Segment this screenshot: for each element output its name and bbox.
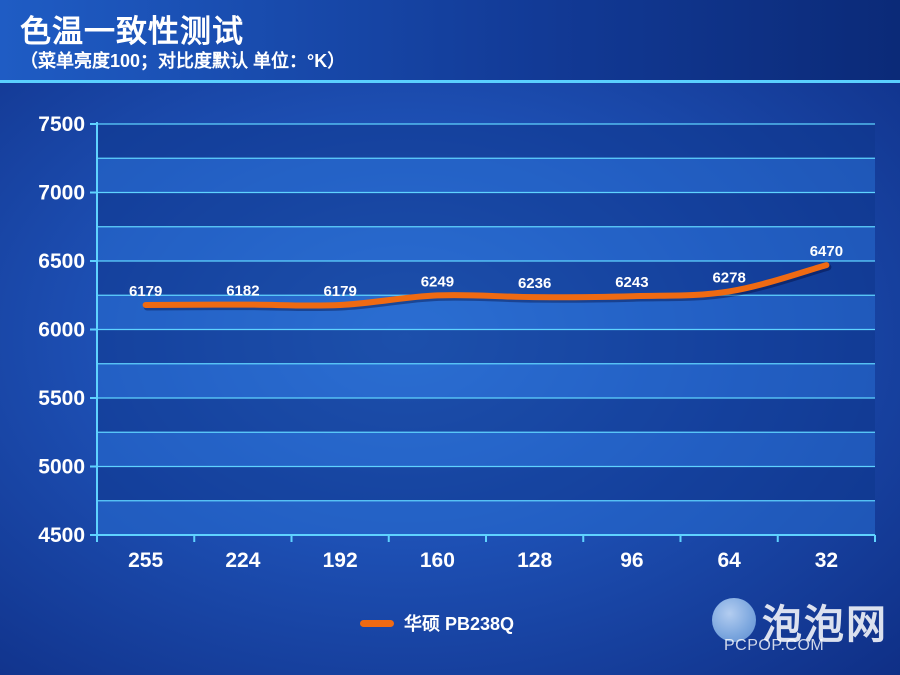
data-label: 6243 xyxy=(615,274,648,291)
data-label: 6179 xyxy=(129,283,162,300)
data-label: 6278 xyxy=(712,269,745,286)
data-label: 6249 xyxy=(421,273,454,290)
x-tick-label: 64 xyxy=(717,549,741,572)
plot-band xyxy=(97,158,875,193)
logo: 泡泡网 PCPOP.COM xyxy=(712,592,892,662)
x-tick-label: 160 xyxy=(420,549,455,572)
x-tick-label: 32 xyxy=(815,549,838,572)
y-tick-label: 7500 xyxy=(38,113,85,136)
y-tick-label: 5000 xyxy=(38,456,85,479)
data-label: 6179 xyxy=(323,283,356,300)
series-line xyxy=(142,262,830,309)
legend: 华硕 PB238Q xyxy=(360,610,514,636)
y-tick-label: 5500 xyxy=(38,387,85,410)
power-icon xyxy=(712,598,756,642)
header-divider xyxy=(0,80,900,83)
data-label: 6236 xyxy=(518,275,551,292)
plot-band xyxy=(97,398,875,433)
x-tick-label: 224 xyxy=(225,549,260,572)
plot-band xyxy=(97,500,875,535)
plot-band xyxy=(97,363,875,398)
y-tick-label: 6500 xyxy=(38,250,85,273)
x-tick-label: 192 xyxy=(323,549,358,572)
legend-swatch xyxy=(360,619,394,627)
plot-band xyxy=(97,226,875,261)
plot-band xyxy=(97,329,875,364)
plot-band xyxy=(97,295,875,330)
plot-band xyxy=(97,432,875,467)
x-tick-label: 255 xyxy=(128,549,163,572)
data-label: 6470 xyxy=(810,243,843,260)
x-tick-label: 128 xyxy=(517,549,552,572)
x-tick-label: 96 xyxy=(620,549,643,572)
plot-band xyxy=(97,124,875,159)
chart-title: 色温一致性测试 xyxy=(20,14,244,49)
plot-band xyxy=(97,192,875,227)
chart-subtitle: （菜单亮度100；对比度默认 单位：°K） xyxy=(20,51,346,71)
header-band xyxy=(0,0,900,82)
y-tick-label: 6000 xyxy=(38,319,85,342)
legend-label: 华硕 PB238Q xyxy=(404,614,515,634)
plot-band xyxy=(97,466,875,501)
logo-name: 泡泡网 xyxy=(762,603,888,647)
data-label: 6182 xyxy=(226,283,259,300)
y-tick-label: 7000 xyxy=(38,182,85,205)
logo-url: PCPOP.COM xyxy=(724,637,825,654)
y-tick-label: 4500 xyxy=(38,524,85,547)
